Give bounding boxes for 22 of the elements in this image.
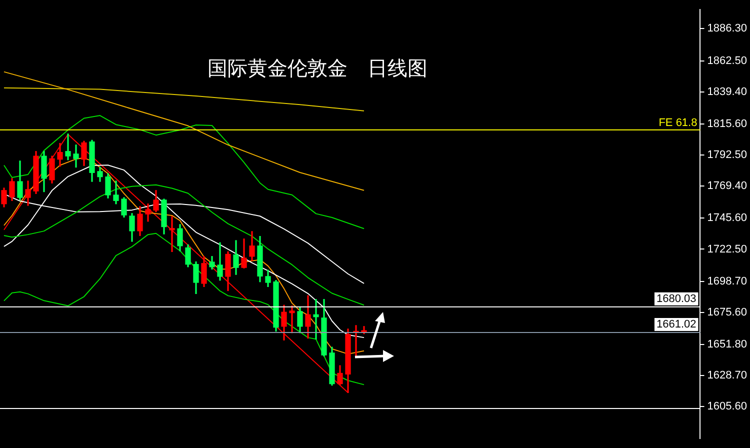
candlestick (289, 305, 295, 334)
y-tick-label: 1769.40 (707, 180, 748, 192)
y-tick-label: 1792.50 (707, 149, 748, 162)
y-tick-label: 1698.70 (707, 275, 748, 288)
y-tick-label: 1745.60 (707, 212, 748, 224)
candlestick (73, 144, 79, 168)
y-tick-label: 1886.30 (707, 22, 748, 35)
y-tick-label: 1862.50 (707, 54, 748, 67)
y-tick-label: 1675.60 (707, 306, 748, 318)
y-tick-label: 1839.40 (707, 86, 748, 98)
ref-line-label: FE 61.8 (658, 116, 698, 129)
candlestick (313, 298, 319, 340)
y-tick-label: 1605.60 (707, 400, 748, 413)
y-tick-label: 1815.60 (707, 118, 748, 130)
y-tick-label: 1722.50 (707, 243, 748, 256)
candlestick (65, 134, 71, 160)
y-tick-label: 1651.80 (707, 338, 748, 350)
y-tick-label: 1628.70 (707, 370, 748, 382)
ref-line-label: 1661.02 (656, 318, 696, 331)
text: 国际黄金伦敦金 日线图 (206, 55, 428, 82)
ref-line-label: 1680.03 (656, 292, 696, 305)
candlestick (169, 216, 175, 252)
